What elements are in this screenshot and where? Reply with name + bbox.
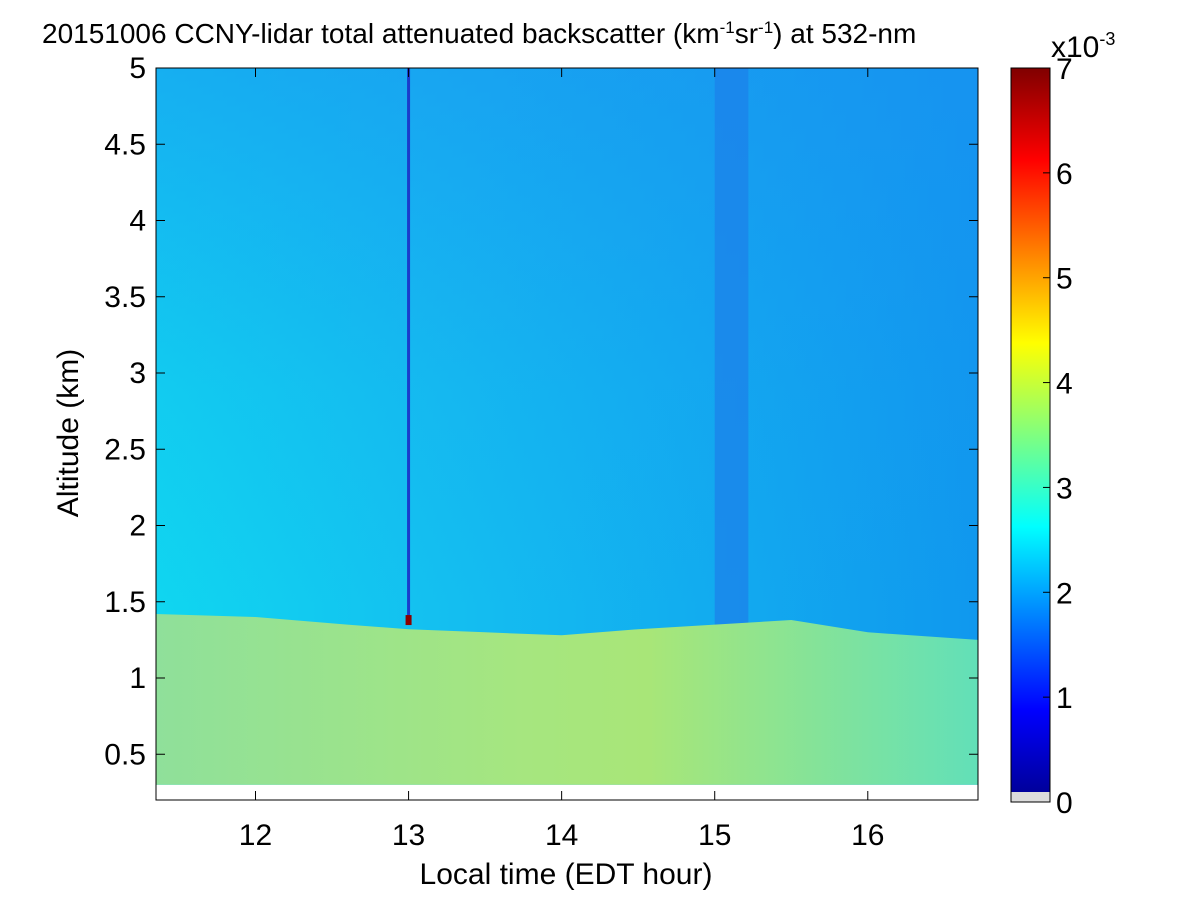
- x-tick-label: 12: [239, 819, 272, 852]
- x-tick-label: 15: [698, 819, 731, 852]
- multiplier-exponent: -3: [1099, 29, 1115, 49]
- boundary-layer-aerosol: [156, 614, 978, 785]
- colorbar-tick-label: 2: [1056, 577, 1073, 610]
- heatmap-plot: 12 13 14 15 16 0.5 1 1.5 2 2.5 3 3.5 4 4.5 5: [104, 52, 979, 852]
- colorbar-tick-label: 4: [1056, 368, 1073, 401]
- colorbar-ticks: 0 1 2 3 4 5 6 7: [1043, 53, 1073, 820]
- y-tick-label: 2.5: [104, 433, 146, 466]
- colorbar-zero-band: [1011, 792, 1050, 802]
- chart-title: 20151006 CCNY-lidar total attenuated bac…: [42, 18, 916, 49]
- y-axis-label: Altitude (km): [52, 349, 85, 517]
- y-tick-label: 4: [129, 205, 146, 238]
- upper-atmosphere-shading: [156, 68, 978, 606]
- colorbar-frame: [1010, 67, 1051, 803]
- x-tick-label: 14: [545, 819, 578, 852]
- title-exponent-2: -1: [758, 18, 773, 37]
- x-tick-label: 16: [851, 819, 884, 852]
- colorbar-gradient: [1011, 68, 1050, 802]
- x-axis-label: Local time (EDT hour): [420, 858, 713, 891]
- title-part-1: 20151006 CCNY-lidar total attenuated bac…: [42, 18, 720, 49]
- title-part-3: ) at 532-nm: [773, 18, 916, 49]
- colorbar: 0 1 2 3 4 5 6 7 x10-3: [1010, 29, 1115, 820]
- colorbar-tick-label: 3: [1056, 472, 1073, 505]
- y-tick-label: 3: [129, 357, 146, 390]
- y-tick-label: 1.5: [104, 586, 146, 619]
- y-tick-label: 5: [129, 52, 146, 85]
- colorbar-tick-label: 0: [1056, 787, 1073, 820]
- y-axis-ticks: 0.5 1 1.5 2 2.5 3 3.5 4 4.5 5: [104, 52, 978, 771]
- y-tick-label: 2: [129, 510, 146, 543]
- y-tick-label: 1: [129, 662, 146, 695]
- title-exponent-1: -1: [720, 18, 735, 37]
- colorbar-tick-label: 7: [1056, 53, 1073, 86]
- multiplier-base: x10: [1051, 31, 1099, 64]
- x-tick-label: 13: [392, 819, 425, 852]
- y-tick-label: 3.5: [104, 281, 146, 314]
- x-axis-ticks: 12 13 14 15 16: [239, 68, 884, 852]
- title-part-2: sr: [735, 18, 758, 49]
- cloud-hot-pixel: [405, 615, 412, 626]
- y-tick-label: 4.5: [104, 128, 146, 161]
- low-signal-column: [714, 68, 749, 640]
- colorbar-tick-label: 1: [1056, 682, 1073, 715]
- colorbar-tick-label: 5: [1056, 263, 1073, 296]
- y-tick-label: 0.5: [104, 738, 146, 771]
- colorbar-multiplier: x10-3: [1051, 29, 1115, 64]
- plot-frame: [155, 67, 979, 801]
- colorbar-tick-label: 6: [1056, 158, 1073, 191]
